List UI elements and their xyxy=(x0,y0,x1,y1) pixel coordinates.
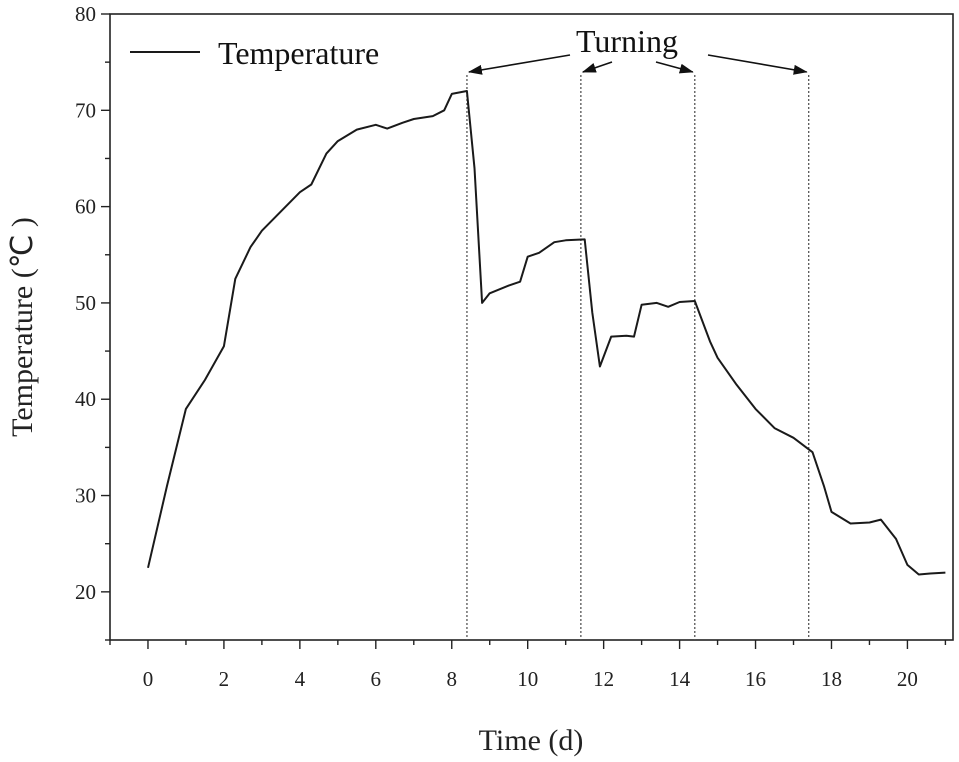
x-tick-label: 2 xyxy=(219,667,230,691)
x-tick-label: 4 xyxy=(295,667,306,691)
turning-annotation: Turning xyxy=(467,23,808,75)
legend-entry-temperature: Temperature xyxy=(218,35,379,71)
turning-lines xyxy=(466,75,810,640)
y-tick-label: 20 xyxy=(75,580,96,604)
y-tick-label: 30 xyxy=(75,484,96,508)
turning-arrow xyxy=(707,54,808,75)
x-tick-label: 6 xyxy=(371,667,382,691)
x-tick-label: 20 xyxy=(897,667,918,691)
turning-arrow xyxy=(467,54,571,75)
legend: Temperature xyxy=(130,35,379,71)
x-tick-labels: 0 2 4 6 8 10 12 14 16 18 20 xyxy=(143,667,918,691)
y-tick-label: 40 xyxy=(75,387,96,411)
plot-frame xyxy=(109,13,954,641)
y-axis-title: Temperature (℃ ) xyxy=(6,217,39,437)
x-tick-label: 0 xyxy=(143,667,154,691)
x-tick-label: 8 xyxy=(447,667,458,691)
y-tick-labels: 20 30 40 50 60 70 80 xyxy=(75,2,96,604)
y-tick-label: 50 xyxy=(75,291,96,315)
turning-arrow xyxy=(655,61,694,74)
turning-label: Turning xyxy=(576,23,678,59)
turning-arrows xyxy=(467,54,808,75)
x-tick-label: 18 xyxy=(821,667,842,691)
x-tick-label: 12 xyxy=(593,667,614,691)
axis-ticks xyxy=(101,13,947,649)
x-axis-title: Time (d) xyxy=(479,724,584,757)
turning-arrow xyxy=(581,61,613,73)
x-tick-label: 16 xyxy=(745,667,766,691)
y-tick-label: 70 xyxy=(75,98,96,122)
y-tick-label: 60 xyxy=(75,195,96,219)
temperature-series-line xyxy=(147,90,946,576)
y-tick-label: 80 xyxy=(75,2,96,26)
x-tick-label: 14 xyxy=(669,667,691,691)
x-tick-label: 10 xyxy=(517,667,538,691)
